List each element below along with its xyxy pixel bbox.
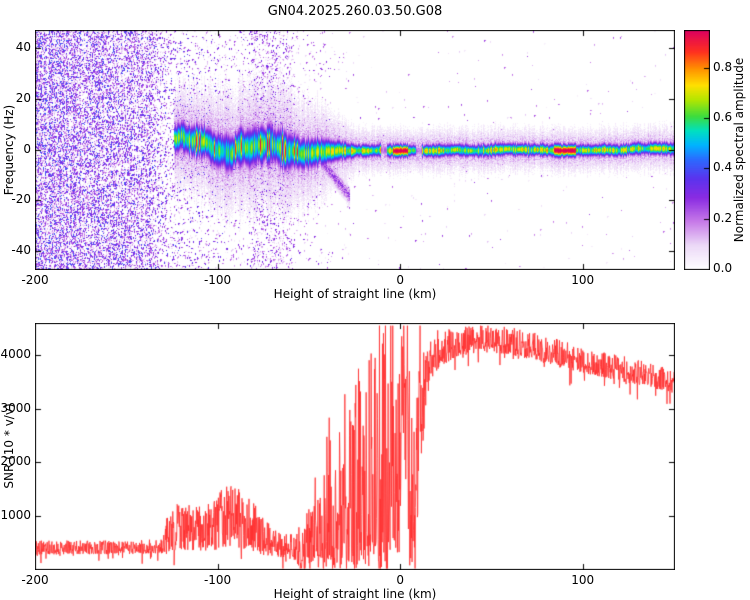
y-tick-label: 4000	[0, 347, 31, 362]
x-tick-label: 0	[396, 573, 404, 587]
colorbar-label: Normalized spectral amplitude	[732, 57, 746, 243]
snr-axis-label: SNR (10 * v/v)	[2, 403, 16, 489]
height-axis-label-bottom: Height of straight line (km)	[273, 587, 437, 600]
colorbar-canvas	[684, 30, 710, 270]
colorbar-tick-label: 0.2	[713, 210, 733, 225]
colorbar-tick-label: 0.0	[713, 261, 733, 275]
x-tick-label: -100	[203, 573, 232, 587]
x-tick-label: -200	[21, 273, 49, 287]
y-tick-label: 0	[23, 141, 31, 156]
spectrogram-canvas	[35, 30, 675, 270]
y-tick-label: 20	[15, 90, 31, 105]
x-tick-label: 100	[571, 273, 595, 287]
colorbar-tick-label: 0.8	[713, 59, 733, 74]
y-tick-label: -40	[11, 243, 31, 258]
x-tick-label: -200	[21, 573, 49, 587]
y-tick-label: 2000	[0, 454, 31, 469]
height-axis-label-top: Height of straight line (km)	[273, 287, 437, 301]
colorbar-tick-label: 0.4	[713, 160, 733, 175]
y-tick-label: 3000	[0, 400, 31, 415]
colorbar-tick-label: 0.6	[713, 110, 733, 125]
x-tick-label: 0	[396, 273, 404, 287]
x-tick-label: -100	[203, 273, 232, 287]
x-tick-label: 100	[571, 573, 595, 587]
y-tick-label: 1000	[0, 507, 31, 522]
y-tick-label: 40	[15, 39, 31, 54]
snr-canvas	[35, 323, 675, 570]
y-tick-label: -20	[11, 192, 31, 207]
chart-title: GN04.2025.260.03.50.G08	[267, 4, 443, 19]
